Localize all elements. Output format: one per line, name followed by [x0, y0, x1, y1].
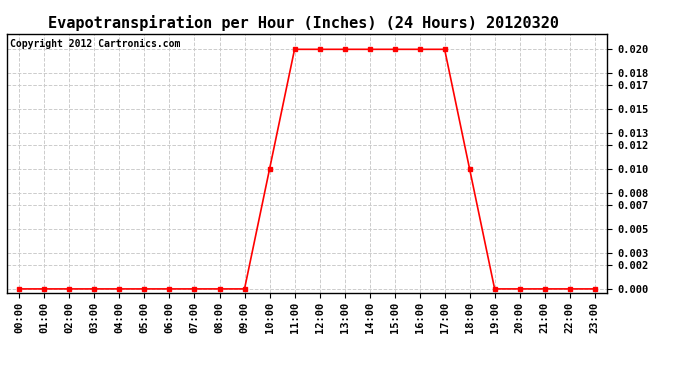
Text: Copyright 2012 Cartronics.com: Copyright 2012 Cartronics.com [10, 39, 180, 49]
Text: Evapotranspiration per Hour (Inches) (24 Hours) 20120320: Evapotranspiration per Hour (Inches) (24… [48, 15, 559, 31]
